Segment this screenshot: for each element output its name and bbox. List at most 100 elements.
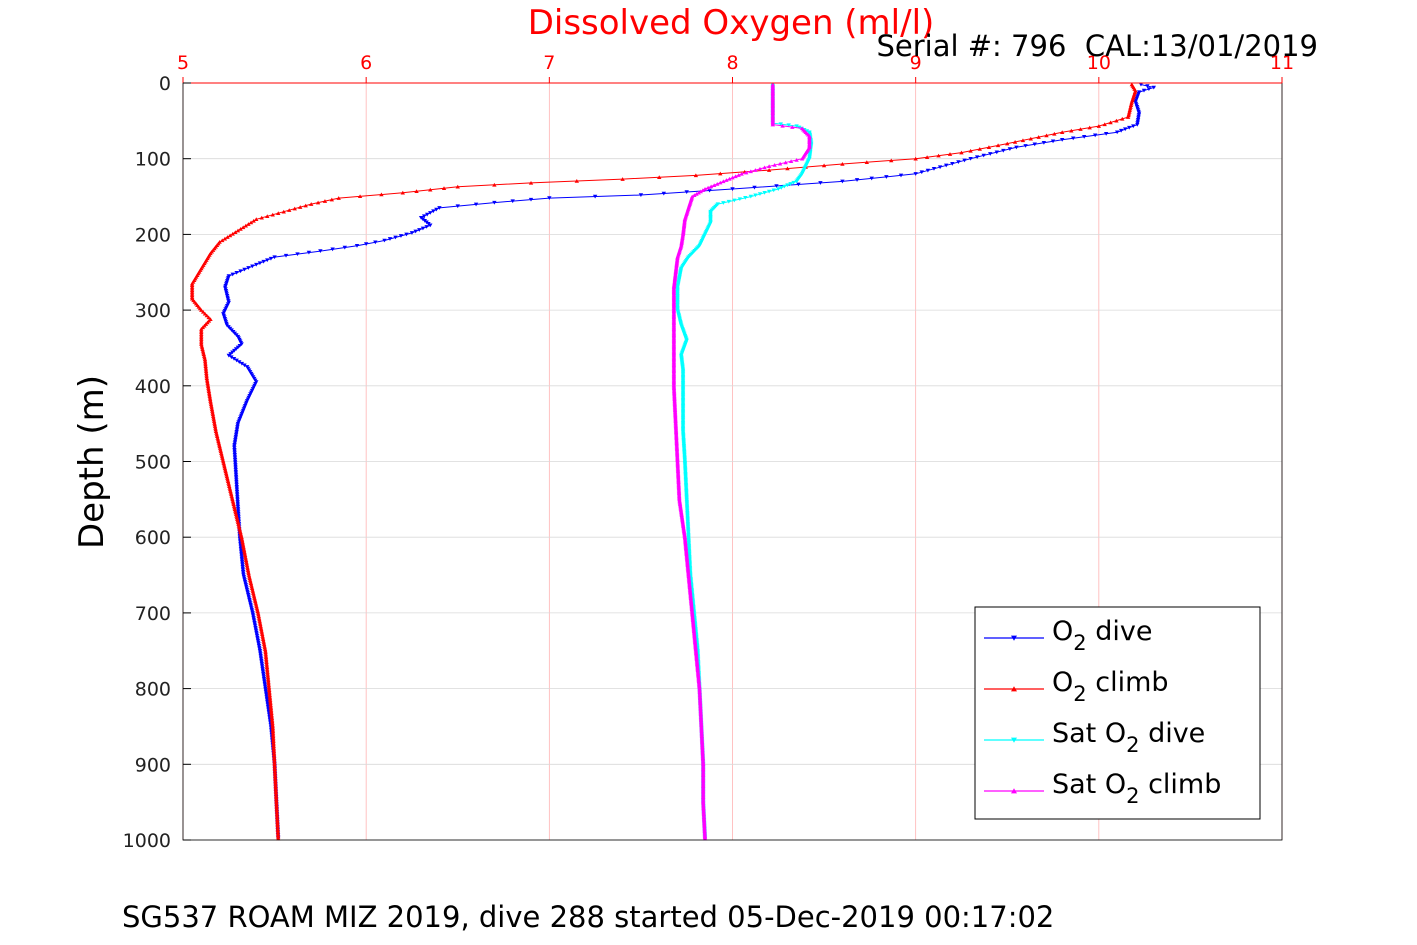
o2-climb-point xyxy=(200,347,205,351)
sat-o2-dive-point xyxy=(762,191,767,195)
o2-climb-point xyxy=(1129,101,1134,106)
o2-climb-point xyxy=(986,145,992,149)
o2-climb-point xyxy=(269,714,274,719)
o2-climb-point xyxy=(270,719,275,724)
o2-climb-point xyxy=(227,487,233,492)
sat-o2-dive-point xyxy=(753,193,758,198)
o2-climb-point xyxy=(213,429,219,433)
o2-climb-point xyxy=(257,619,262,623)
o2-dive-point xyxy=(354,243,360,248)
o2-dive-point xyxy=(265,258,270,263)
o2-climb-point xyxy=(241,548,247,553)
o2-climb-point xyxy=(1114,118,1119,123)
o2-climb-point xyxy=(258,624,263,628)
o2-climb-point xyxy=(263,652,268,656)
o2-climb-point xyxy=(215,435,220,440)
o2-dive-point xyxy=(592,194,598,199)
o2-climb-point xyxy=(223,467,228,472)
o2-dive-point xyxy=(510,199,515,204)
o2-climb-point xyxy=(219,451,224,455)
y-tick-label: 200 xyxy=(135,224,171,246)
o2-dive-point xyxy=(988,152,993,156)
o2-climb-point xyxy=(309,202,314,206)
o2-climb-point xyxy=(329,197,335,202)
o2-climb-point xyxy=(199,343,204,348)
y-tick-label: 700 xyxy=(135,603,171,625)
o2-climb-point xyxy=(211,419,217,423)
sat-o2-climb-point xyxy=(711,183,717,187)
o2-climb-point xyxy=(211,417,217,422)
o2-climb-point xyxy=(200,348,206,353)
o2-climb-point xyxy=(247,578,253,582)
o2-dive-point xyxy=(661,191,667,196)
o2-dive-point xyxy=(1131,124,1136,129)
o2-climb-point xyxy=(1096,124,1102,128)
sat-o2-dive-point xyxy=(721,201,726,205)
o2-climb-point xyxy=(236,523,242,528)
o2-dive-point xyxy=(261,259,266,264)
o2-climb-point xyxy=(229,495,235,500)
o2-climb-point xyxy=(244,563,250,567)
o2-climb-point xyxy=(864,160,870,164)
sat-o2-climb-point xyxy=(736,173,741,177)
o2-climb-point xyxy=(574,179,580,183)
o2-climb-point xyxy=(237,526,242,531)
o2-climb-point xyxy=(201,350,206,355)
o2-climb-point xyxy=(1108,120,1113,125)
o2-climb-point xyxy=(213,427,218,432)
o2-dive-point xyxy=(393,235,398,240)
o2-climb-point xyxy=(264,658,269,663)
o2-climb-point xyxy=(255,610,261,615)
o2-climb-point xyxy=(211,414,216,418)
o2-climb-point xyxy=(220,456,225,460)
o2-climb-point xyxy=(236,522,241,526)
sat-o2-dive-point xyxy=(782,184,787,189)
o2-climb-point xyxy=(267,691,272,696)
o2-climb-point xyxy=(265,670,270,674)
sat-o2-climb-point xyxy=(724,178,729,182)
o2-climb-point xyxy=(204,372,209,377)
legend-items: O2 dive O2 climb Sat O2 dive Sat O2 climb xyxy=(984,616,1221,808)
o2-dive-point xyxy=(421,214,427,219)
sat-o2-climb-point xyxy=(733,174,738,179)
o2-climb-point xyxy=(1028,136,1033,141)
o2-dive-point xyxy=(707,188,712,193)
o2-climb-point xyxy=(240,541,246,546)
o2-dive-point xyxy=(1145,84,1150,89)
o2-dive-point xyxy=(295,252,300,257)
sat-o2-climb-point xyxy=(757,166,763,171)
o2-climb-point xyxy=(199,308,204,312)
o2-climb-point xyxy=(441,186,447,190)
sat-o2-climb-point xyxy=(718,180,723,185)
o2-climb-point xyxy=(287,208,292,212)
o2-dive-point xyxy=(431,209,436,214)
o2-climb-point xyxy=(298,205,303,209)
o2-dive-point xyxy=(424,225,429,229)
sat-o2-climb-point xyxy=(777,161,783,166)
o2-climb-point xyxy=(276,211,281,215)
o2-climb-point xyxy=(235,520,241,525)
o2-climb-point xyxy=(248,220,254,225)
o2-dive-point xyxy=(1138,82,1144,87)
o2-climb-point xyxy=(203,364,208,368)
sat-o2-dive-point xyxy=(743,196,748,200)
legend-label: Sat O2 dive xyxy=(1052,718,1205,757)
o2-dive-point xyxy=(238,269,243,274)
o2-dive-point xyxy=(1001,148,1006,153)
o2-climb-point xyxy=(203,367,209,372)
o2-climb-point xyxy=(254,217,259,222)
o2-climb-point xyxy=(252,596,257,600)
o2-climb-point xyxy=(266,683,271,688)
o2-climb-point xyxy=(257,620,263,625)
o2-dive-point xyxy=(1123,127,1128,132)
o2-dive-point xyxy=(1146,87,1152,92)
axis-layer: 5 6 7 8 9 10 11 0 100 200 300 400 500 600 700 800 900 100… xyxy=(123,52,1294,852)
legend-label: Sat O2 climb xyxy=(1052,769,1221,808)
o2-climb-point xyxy=(250,587,255,592)
sat-o2-climb-point xyxy=(698,189,703,194)
o2-climb-point xyxy=(269,717,275,722)
sat-o2-dive-point xyxy=(785,183,790,188)
o2-climb-point xyxy=(227,485,232,490)
sat-o2-climb-point xyxy=(772,163,777,167)
o2-climb-point xyxy=(214,434,220,439)
